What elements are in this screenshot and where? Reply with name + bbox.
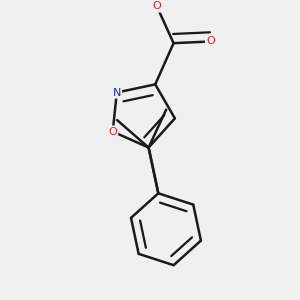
Text: O: O: [152, 2, 161, 11]
Text: O: O: [206, 37, 215, 46]
Text: O: O: [108, 127, 117, 136]
Text: N: N: [112, 88, 121, 98]
